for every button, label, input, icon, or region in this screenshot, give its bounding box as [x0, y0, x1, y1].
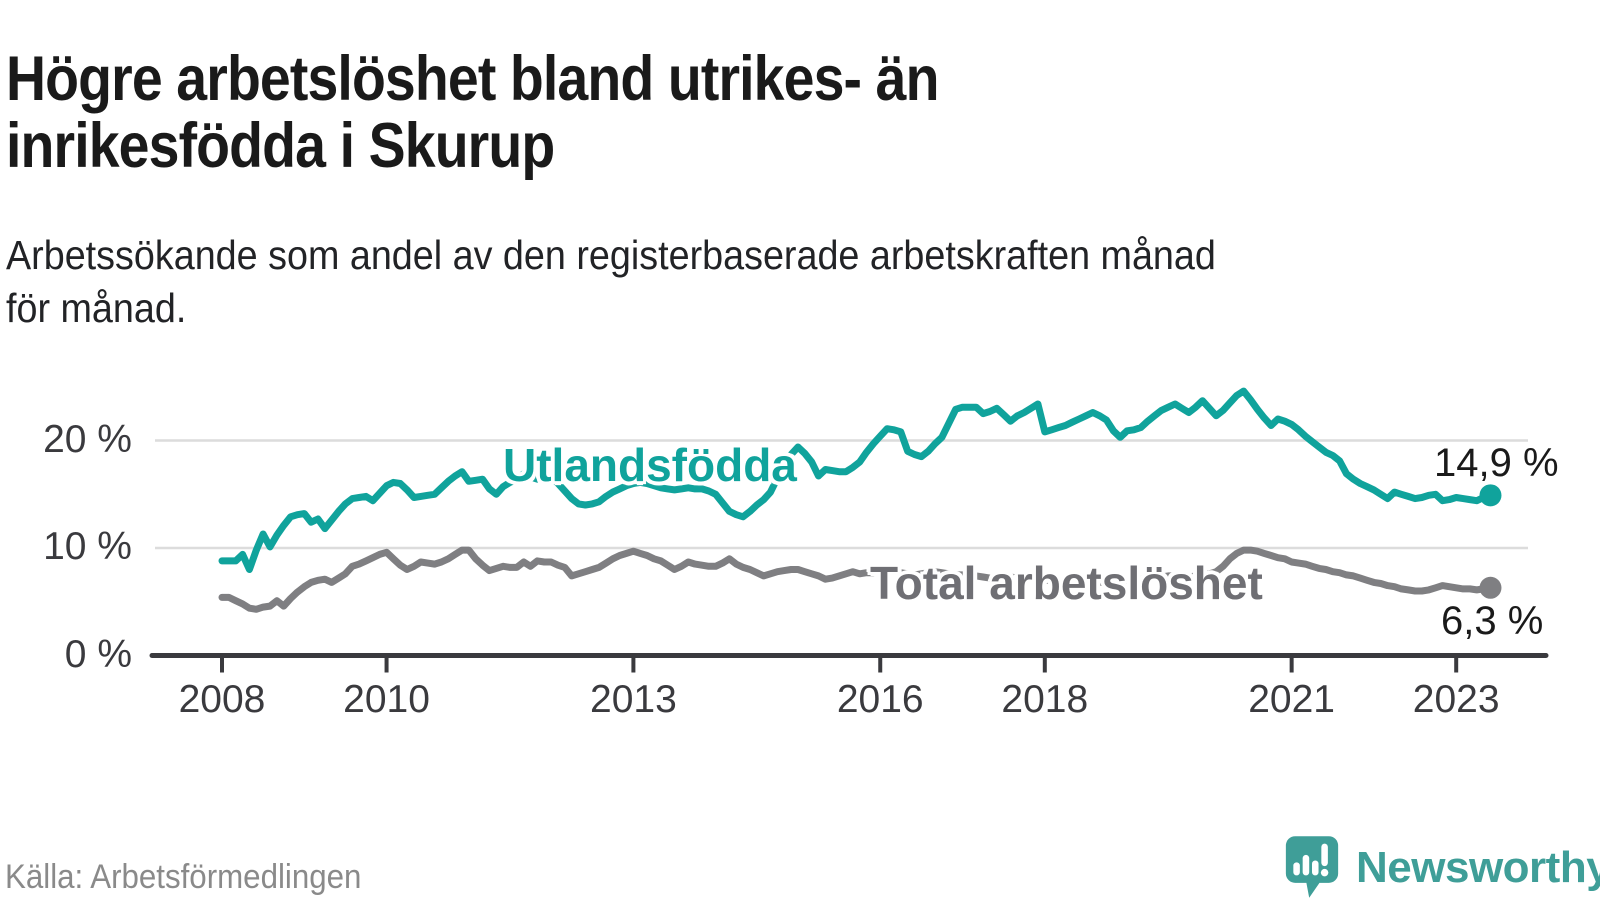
y-tick-label-0: 0 % — [64, 632, 132, 676]
subtitle-line-2: för månad. — [6, 285, 187, 331]
x-tick-label-2008: 2008 — [178, 678, 266, 721]
source-note: Källa: Arbetsförmedlingen — [5, 858, 362, 896]
newsworthy-logo: Newsworthy — [1284, 834, 1600, 900]
title-line-1: Högre arbetslöshet bland utrikes- än — [6, 44, 939, 115]
x-tick-label-2016: 2016 — [836, 678, 924, 721]
data-line-total — [218, 546, 1494, 613]
x-tick-label-2013: 2013 — [590, 678, 677, 721]
end-dot-total — [1479, 576, 1502, 599]
subtitle-line-1: Arbetssökande som andel av den registerb… — [6, 232, 1216, 278]
title-line-2: inrikesfödda i Skurup — [6, 111, 555, 182]
page-title: Högre arbetslöshet bland utrikes- än inr… — [6, 46, 1326, 180]
newsworthy-logo-text: Newsworthy — [1356, 843, 1600, 892]
chart-subtitle: Arbetssökande som andel av den registerb… — [6, 229, 1478, 335]
y-tick-label-20: 20 % — [43, 417, 132, 461]
x-tick-label-2018: 2018 — [1001, 678, 1089, 721]
series-label-total-arbetsloshet: Total arbetslöshet — [870, 557, 1263, 609]
series-label-utlandsfodda: Utlandsfödda — [503, 439, 797, 491]
newsworthy-logo-icon — [1285, 836, 1339, 898]
x-tick-label-2021: 2021 — [1248, 678, 1336, 721]
end-dot-utlandsfodda — [1479, 484, 1502, 507]
x-tick-label-2023: 2023 — [1412, 678, 1500, 721]
end-value-label-utlandsfodda: 14,9 % — [1434, 441, 1559, 485]
y-tick-label-10: 10 % — [43, 525, 132, 569]
data-line-utlandsfodda — [218, 387, 1494, 573]
end-value-label-total: 6,3 % — [1441, 599, 1544, 643]
line-chart-plot — [149, 387, 1549, 673]
x-tick-label-2010: 2010 — [343, 678, 430, 721]
